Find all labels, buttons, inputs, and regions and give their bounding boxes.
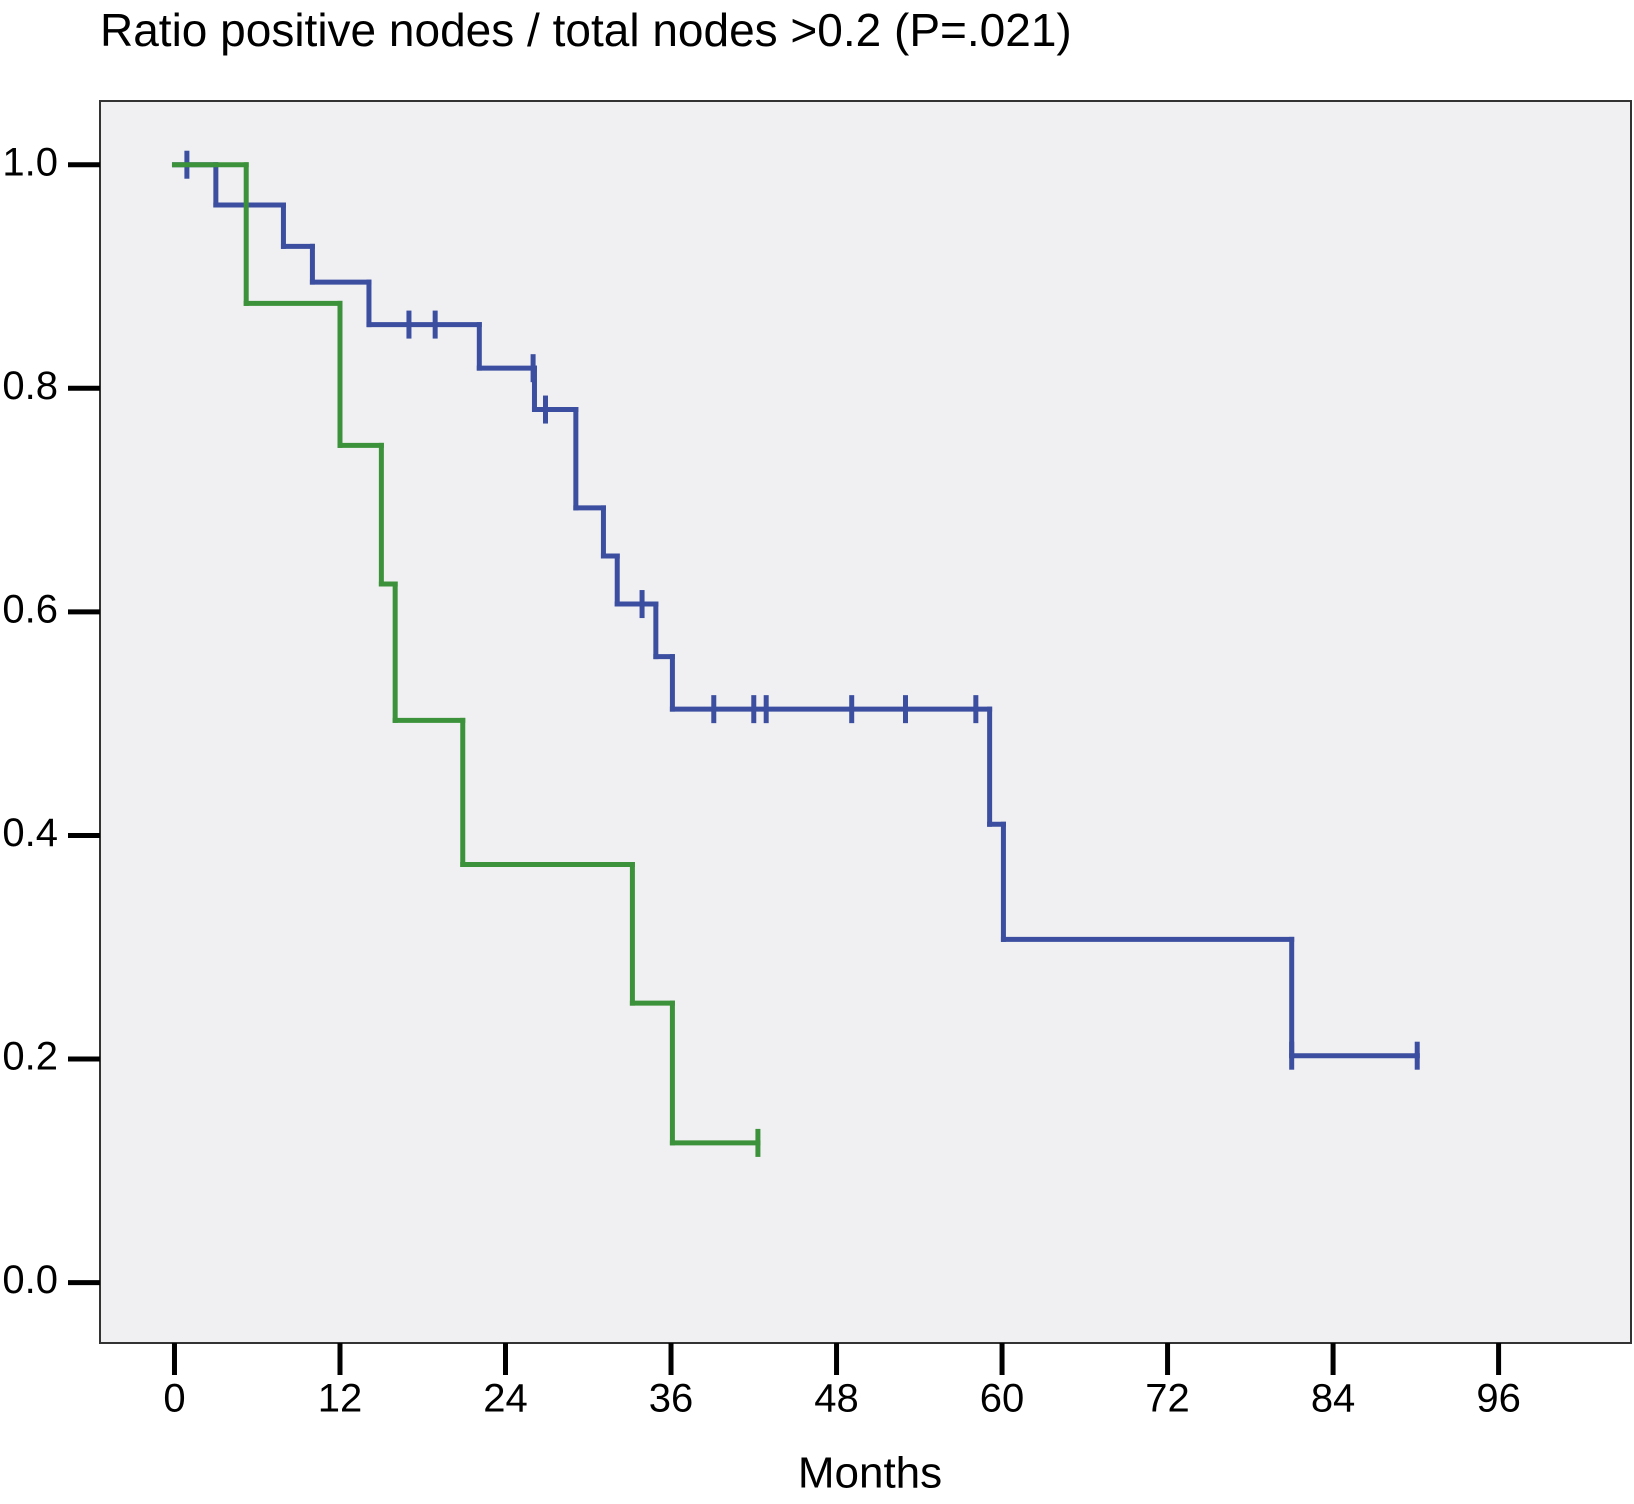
x-tick-label: 24: [483, 1377, 528, 1421]
x-tick-label: 96: [1476, 1377, 1521, 1421]
x-tick-label: 60: [980, 1377, 1025, 1421]
y-tick-label: 0.8: [2, 364, 58, 408]
plot-area: [99, 100, 1632, 1344]
y-tick-label: 0.4: [2, 811, 58, 855]
y-tick-label: 0.2: [2, 1035, 58, 1079]
y-tick-label: 0.0: [2, 1258, 58, 1302]
x-tick-label: 84: [1311, 1377, 1356, 1421]
y-tick-label: 1.0: [2, 140, 58, 184]
x-tick-label: 36: [649, 1377, 694, 1421]
chart-title: Ratio positive nodes / total nodes >0.2 …: [100, 4, 1072, 56]
x-tick-label: 12: [318, 1377, 363, 1421]
y-tick-label: 0.6: [2, 587, 58, 631]
x-tick-label: 48: [814, 1377, 859, 1421]
x-axis-label: Months: [798, 1449, 942, 1498]
x-tick-label: 72: [1145, 1377, 1190, 1421]
x-tick-label: 0: [163, 1377, 185, 1421]
